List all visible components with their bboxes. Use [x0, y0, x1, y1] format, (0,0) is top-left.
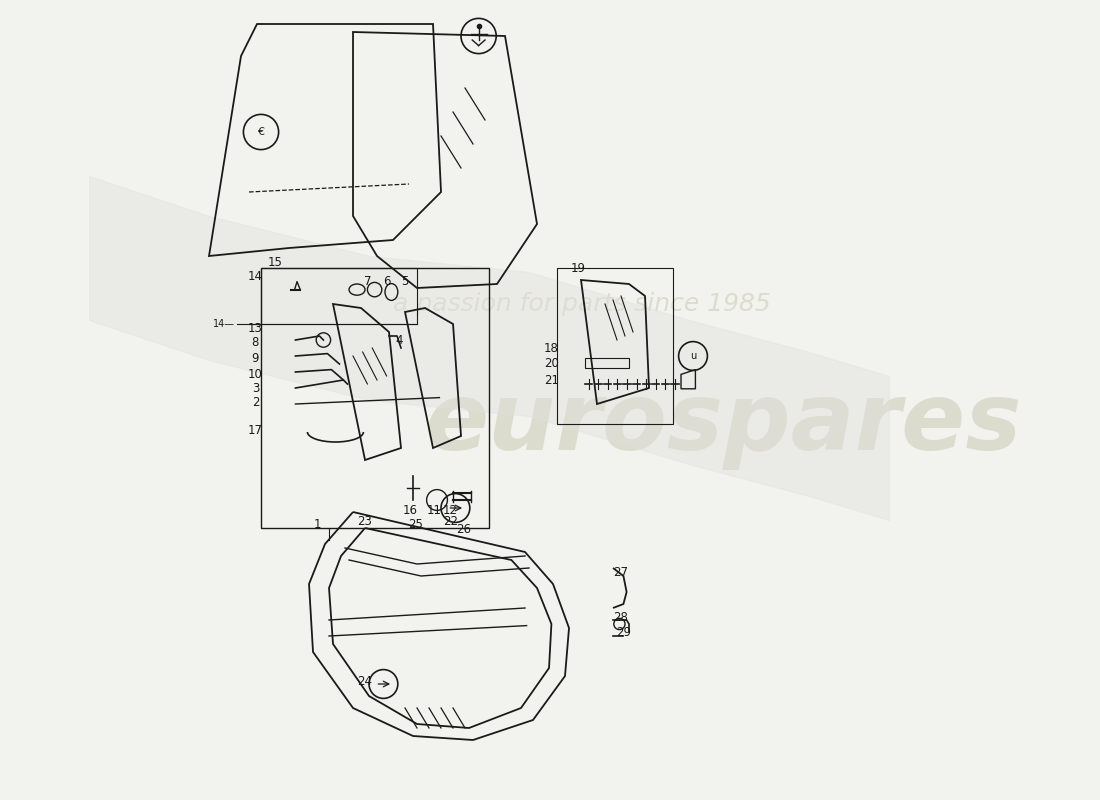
Text: u: u [690, 351, 696, 361]
Text: 9: 9 [252, 352, 260, 365]
Text: 11: 11 [427, 504, 442, 517]
Text: 8: 8 [252, 336, 260, 349]
Text: 16: 16 [403, 504, 418, 517]
Text: 5: 5 [402, 275, 409, 288]
Text: 21: 21 [543, 374, 559, 386]
Text: eurospares: eurospares [425, 378, 1023, 470]
Text: 27: 27 [614, 566, 628, 578]
Text: a passion for parts since 1985: a passion for parts since 1985 [393, 292, 771, 316]
Text: 28: 28 [614, 611, 628, 624]
Text: 25: 25 [408, 518, 422, 530]
Text: 7: 7 [364, 275, 371, 288]
Text: 2: 2 [252, 396, 260, 409]
Text: 12: 12 [443, 504, 458, 517]
Text: €: € [257, 127, 264, 137]
Text: 14: 14 [248, 270, 263, 282]
Text: 23: 23 [358, 515, 373, 528]
Text: 17: 17 [248, 424, 263, 437]
Text: 3: 3 [252, 382, 260, 394]
Text: 15: 15 [267, 256, 282, 269]
Text: 6: 6 [383, 275, 390, 288]
Text: 29: 29 [616, 626, 631, 638]
Text: 18: 18 [544, 342, 559, 354]
Text: 24: 24 [358, 675, 373, 688]
Text: 22: 22 [443, 515, 458, 528]
Text: 10: 10 [248, 368, 263, 381]
Text: 20: 20 [544, 358, 559, 370]
Text: 13: 13 [248, 322, 263, 334]
Text: 19: 19 [571, 262, 586, 274]
Text: 4: 4 [396, 334, 404, 346]
Text: 1: 1 [314, 518, 321, 530]
Text: 14—: 14— [212, 319, 234, 329]
Text: 26: 26 [455, 523, 471, 536]
